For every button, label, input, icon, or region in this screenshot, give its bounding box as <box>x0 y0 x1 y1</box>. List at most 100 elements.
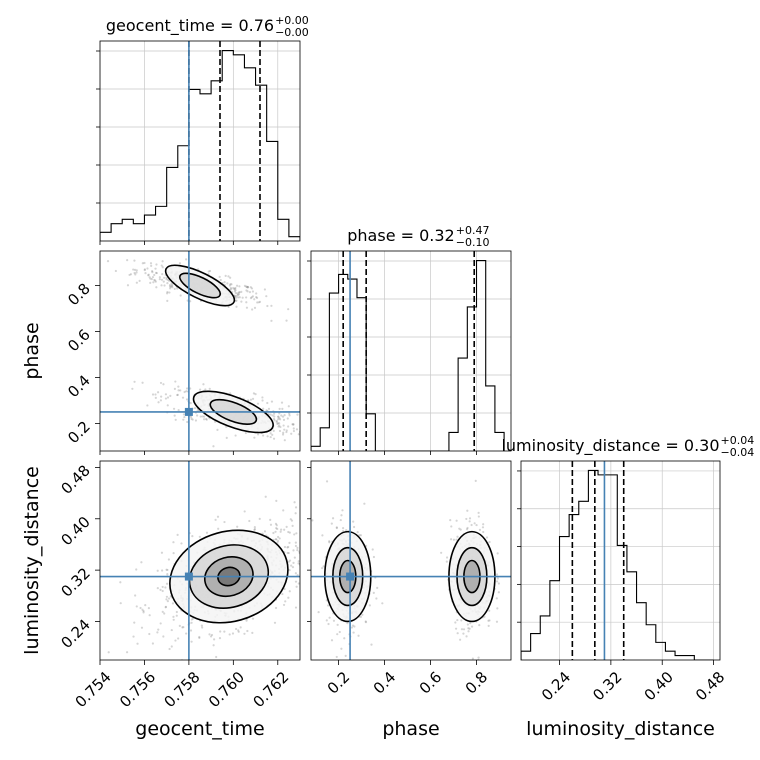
scatter-point <box>274 530 277 533</box>
scatter-point <box>292 422 295 426</box>
scatter-point <box>135 269 138 272</box>
scatter-point <box>182 418 185 421</box>
scatter-point <box>295 428 299 431</box>
title-sup: +0.00 <box>275 14 309 27</box>
scatter-point <box>163 284 166 287</box>
scatter-point <box>462 632 465 635</box>
scatter-point <box>296 574 299 577</box>
scatter-point <box>330 522 333 525</box>
scatter-point <box>179 294 182 297</box>
scatter-point <box>235 299 238 302</box>
scatter-point <box>164 586 167 589</box>
scatter-point <box>223 630 226 633</box>
scatter-point <box>190 618 193 621</box>
scatter-point <box>351 624 355 627</box>
scatter-point <box>154 267 157 270</box>
scatter-point <box>454 621 457 624</box>
scatter-point <box>488 609 491 612</box>
scatter-point <box>458 527 461 530</box>
scatter-point <box>143 268 146 271</box>
scatter-point <box>340 647 343 650</box>
scatter-point <box>136 642 139 645</box>
scatter-point <box>274 538 277 541</box>
scatter-point <box>335 526 338 530</box>
scatter-point <box>251 290 255 293</box>
scatter-point <box>277 418 280 421</box>
scatter-point <box>288 531 291 534</box>
scatter-point <box>477 656 480 659</box>
scatter-point <box>294 541 297 544</box>
scatter-point <box>135 281 138 284</box>
scatter-point <box>459 528 462 531</box>
scatter-point <box>126 284 130 287</box>
scatter-point <box>370 643 373 646</box>
truth-marker <box>346 572 355 581</box>
scatter-point <box>322 565 325 568</box>
scatter-point <box>250 287 254 290</box>
scatter-point <box>290 564 293 567</box>
scatter-point <box>314 424 316 426</box>
scatter-point <box>335 526 338 529</box>
scatter-point <box>169 394 172 397</box>
scatter-point <box>364 621 368 624</box>
scatter-point <box>165 278 168 281</box>
scatter-point <box>282 603 286 607</box>
histogram-phase <box>311 259 505 451</box>
scatter-point <box>165 595 169 598</box>
scatter-point <box>216 428 219 432</box>
scatter-point <box>156 569 159 572</box>
scatter-point <box>177 385 180 388</box>
scatter-point <box>185 661 187 663</box>
title-text: luminosity_distance = 0.30 <box>501 436 719 456</box>
panel-frame-diag-geocent_time <box>99 40 301 242</box>
truth-marker <box>184 572 193 581</box>
scatter-point <box>317 553 319 555</box>
x-tick-label: 0.24 <box>538 668 574 704</box>
scatter-point <box>336 633 339 636</box>
scatter-point <box>153 273 156 277</box>
scatter-point <box>161 260 164 263</box>
scatter-point <box>271 433 274 436</box>
x-axis-label-phase: phase <box>382 718 439 740</box>
y-tick-label: 0.24 <box>57 616 93 652</box>
scatter-point <box>290 432 293 435</box>
x-tick-label: 0.754 <box>72 668 115 711</box>
scatter-point <box>203 415 206 418</box>
scatter-point <box>140 626 144 629</box>
scatter-point <box>253 528 256 531</box>
scatter-point <box>466 526 469 530</box>
scatter-point <box>381 602 384 605</box>
scatter-point <box>303 547 305 549</box>
scatter-point <box>303 422 305 424</box>
scatter-point <box>251 308 254 311</box>
scatter-point <box>183 390 186 394</box>
scatter-point <box>290 519 294 522</box>
scatter-point <box>138 279 141 283</box>
scatter-point <box>325 480 329 483</box>
scatter-point <box>278 407 281 410</box>
scatter-point <box>283 545 287 549</box>
scatter-point <box>488 540 491 544</box>
scatter-point <box>235 295 238 298</box>
scatter-point <box>155 271 158 275</box>
scatter-point <box>286 551 289 555</box>
scatter-point <box>186 420 189 424</box>
scatter-point <box>335 655 338 659</box>
scatter-point <box>270 400 274 403</box>
scatter-point <box>328 540 331 543</box>
scatter-point <box>189 629 193 632</box>
scatter-point <box>172 618 175 621</box>
scatter-point <box>225 436 228 439</box>
scatter-point <box>249 297 253 300</box>
scatter-point <box>274 606 278 610</box>
scatter-point <box>297 433 300 436</box>
scatter-point <box>119 602 122 605</box>
scatter-point <box>154 280 157 283</box>
scatter-point <box>170 628 173 632</box>
scatter-point <box>477 511 480 514</box>
scatter-point <box>237 630 240 633</box>
scatter-point <box>154 271 158 274</box>
scatter-point <box>243 510 246 513</box>
scatter-point <box>170 282 173 285</box>
scatter-point <box>198 388 202 391</box>
